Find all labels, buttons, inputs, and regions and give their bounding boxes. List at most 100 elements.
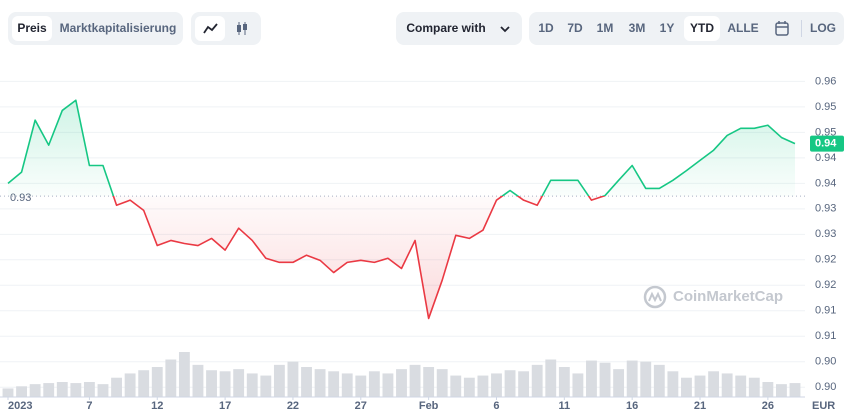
compare-dropdown[interactable]: Compare with	[396, 12, 522, 45]
y-tick-label: 0.94	[815, 177, 836, 189]
volume-bar	[301, 367, 312, 397]
volume-bar	[694, 375, 706, 397]
volume-bar	[70, 383, 82, 397]
volume-bar	[192, 364, 204, 397]
volume-bar	[396, 369, 407, 397]
watermark: CoinMarketCap	[643, 285, 783, 309]
range-button[interactable]: ALLE	[727, 21, 759, 35]
y-tick-label: 0.94	[815, 152, 836, 164]
x-tick-label: 11	[559, 400, 571, 412]
x-tick-label: Feb	[419, 400, 439, 412]
compare-label: Compare with	[406, 21, 486, 35]
market-cap-button[interactable]: Marktkapitalisierung	[59, 21, 177, 35]
volume-bar	[558, 367, 570, 397]
volume-bar	[436, 369, 448, 397]
y-tick-label: 0.95	[815, 101, 836, 113]
chart-style-toggle	[191, 12, 261, 45]
volume-bar	[165, 359, 177, 397]
volume-bar	[287, 361, 299, 397]
volume-bar	[273, 364, 285, 397]
currency-label: EUR	[812, 400, 835, 412]
volume-bar	[518, 371, 530, 397]
volume-bar	[640, 361, 652, 397]
reference-label: 0.93	[10, 192, 31, 204]
volume-bar	[681, 377, 692, 397]
y-tick-label: 0.90	[815, 356, 836, 368]
price-button[interactable]: Preis	[12, 16, 52, 41]
volume-bar	[16, 386, 27, 397]
volume-bar	[653, 364, 665, 397]
x-tick-label: 6	[493, 400, 499, 412]
volume-bar	[151, 367, 163, 397]
calendar-button[interactable]	[767, 16, 797, 41]
volume-bar	[423, 367, 435, 397]
volume-bar	[260, 375, 272, 397]
volume-bar	[721, 373, 733, 397]
x-tick-label: 7	[86, 400, 92, 412]
range-button[interactable]: 7D	[567, 21, 583, 35]
volume-bar	[56, 382, 68, 397]
y-tick-label: 0.96	[815, 75, 836, 87]
y-tick-label: 0.92	[815, 279, 836, 291]
volume-bar	[450, 375, 462, 397]
candle-icon	[237, 22, 247, 35]
watermark-text: CoinMarketCap	[673, 288, 783, 305]
range-toggle: 1D 7D 1M 3M 1Y YTD ALLE LOG	[529, 12, 844, 45]
volume-bar	[748, 377, 760, 397]
volume-bar	[341, 373, 353, 397]
volume-bar	[219, 371, 231, 397]
range-button[interactable]: 3M	[628, 21, 646, 35]
volume-bar	[491, 373, 502, 397]
volume-bar	[599, 362, 611, 397]
volume-bar	[708, 371, 720, 397]
line-button[interactable]	[195, 16, 225, 41]
volume-bar	[572, 373, 584, 397]
x-tick-label: 26	[762, 400, 774, 412]
range-button[interactable]: 1Y	[659, 21, 675, 35]
y-tick-label: 0.93	[815, 228, 836, 240]
volume-bar	[382, 373, 394, 397]
volume-bar	[29, 384, 41, 397]
volume-bar	[504, 370, 516, 397]
volume-bar	[246, 373, 258, 397]
last-price-label: 0.94	[815, 137, 837, 149]
volume-bar	[667, 371, 679, 397]
volume-bar	[626, 360, 638, 397]
volume-bar	[762, 382, 774, 397]
divider	[801, 20, 802, 37]
last-price-badge	[810, 135, 844, 152]
volume-bar	[368, 371, 380, 397]
y-tick-label: 0.91	[815, 330, 836, 342]
range-button[interactable]: 1D	[538, 21, 554, 35]
y-tick-label: 0.91	[815, 305, 836, 317]
volume-bar	[111, 377, 122, 397]
x-tick-label: 22	[287, 400, 299, 412]
volume-bar	[531, 364, 543, 397]
volume-bar	[477, 375, 489, 397]
calendar-icon	[775, 21, 789, 36]
y-tick-label: 0.95	[815, 126, 836, 138]
y-tick-label: 0.93	[815, 203, 836, 215]
y-tick-label: 0.90	[815, 381, 836, 393]
volume-bar	[613, 369, 625, 397]
range-button[interactable]: YTD	[684, 16, 720, 41]
price-line	[7, 99, 796, 320]
y-tick-label: 0.92	[815, 254, 836, 266]
candle-button[interactable]	[227, 16, 257, 41]
x-tick-label: 16	[626, 400, 638, 412]
volume-bar	[43, 383, 55, 397]
volume-bar	[97, 384, 109, 397]
volume-bar	[355, 375, 367, 397]
range-button[interactable]: 1M	[596, 21, 614, 35]
volume-bar	[138, 370, 150, 397]
volume-bar	[545, 359, 557, 397]
volume-bar	[586, 360, 597, 397]
log-button[interactable]: LOG	[810, 21, 836, 35]
price-area	[8, 100, 795, 319]
volume-bar	[124, 373, 136, 397]
x-tick-label: 12	[151, 400, 163, 412]
volume-bar	[735, 375, 747, 397]
volume-bar	[314, 369, 326, 397]
chevron-icon	[500, 26, 510, 33]
